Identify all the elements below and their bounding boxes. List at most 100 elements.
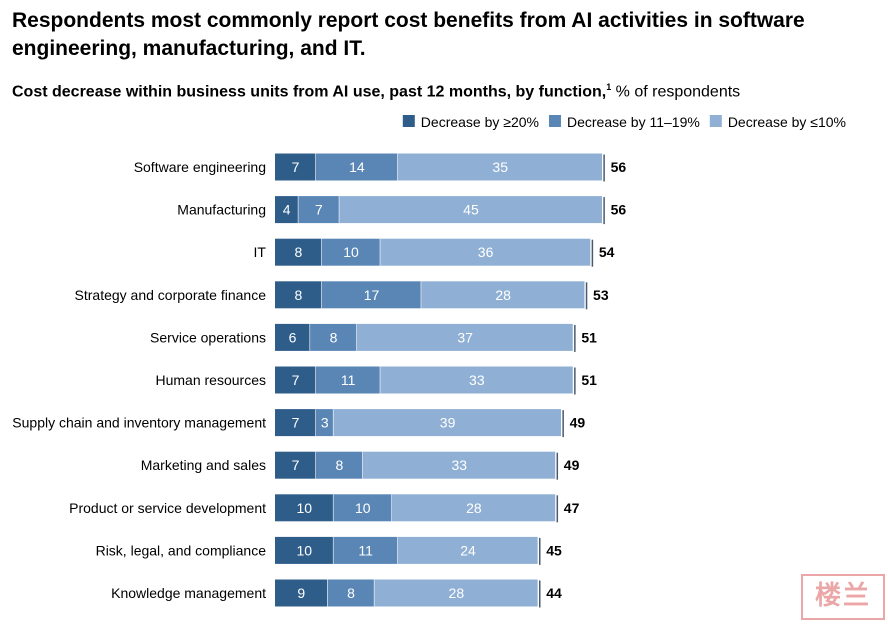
segment-value-label: 7 [292, 457, 300, 473]
segment-value-label: 10 [355, 500, 371, 516]
bar-segment [275, 153, 316, 181]
bar-segment [380, 238, 591, 266]
category-label: Software engineering [134, 159, 266, 175]
bar-segment [333, 536, 398, 564]
bar-segment [362, 451, 556, 479]
bar-segment [310, 323, 357, 351]
legend-swatch [402, 115, 415, 127]
total-value-label: 44 [546, 585, 562, 601]
segment-value-label: 24 [460, 542, 476, 558]
segment-value-label: 6 [289, 329, 297, 345]
bar-segment [275, 579, 328, 607]
bar-segment [421, 281, 586, 309]
legend-label: Decrease by 11–19% [567, 114, 700, 130]
segment-value-label: 28 [449, 585, 465, 601]
legend-swatch [709, 115, 722, 127]
segment-value-label: 8 [347, 585, 355, 601]
segment-value-label: 28 [466, 500, 482, 516]
bar-segment [397, 153, 603, 181]
bar-segment [327, 579, 375, 607]
segment-value-label: 7 [292, 159, 300, 175]
total-value-label: 54 [599, 244, 615, 260]
category-label: Marketing and sales [141, 457, 266, 473]
bar-segment [275, 323, 311, 351]
segment-value-label: 11 [341, 372, 356, 388]
category-label: Strategy and corporate finance [75, 287, 267, 303]
bar-segment [315, 451, 363, 479]
total-value-label: 45 [546, 542, 562, 558]
segment-value-label: 28 [495, 287, 511, 303]
segment-value-label: 8 [295, 244, 303, 260]
total-value-label: 53 [593, 287, 609, 303]
bar-segment [275, 409, 316, 437]
segment-value-label: 7 [292, 372, 300, 388]
total-value-label: 49 [564, 457, 580, 473]
segment-value-label: 8 [295, 287, 303, 303]
segment-value-label: 17 [364, 287, 380, 303]
segment-value-label: 3 [321, 415, 329, 431]
subtitle-text: Cost decrease within business units from… [12, 83, 607, 101]
category-label: Human resources [156, 372, 267, 388]
segment-value-label: 10 [296, 500, 312, 516]
segment-value-label: 37 [457, 329, 473, 345]
segment-value-label: 14 [349, 159, 365, 175]
legend-label: Decrease by ≤10% [728, 114, 846, 130]
segment-value-label: 33 [451, 457, 467, 473]
bar-segment [392, 494, 556, 522]
segment-value-label: 4 [283, 202, 291, 218]
bar-segment [374, 579, 539, 607]
bar-segment [315, 409, 334, 437]
bar-segment [275, 281, 322, 309]
bar-segment [380, 366, 574, 394]
chart-subtitle: Cost decrease within business units from… [12, 82, 740, 101]
bar-segment [321, 238, 381, 266]
category-label: Risk, legal, and compliance [96, 542, 267, 558]
segment-value-label: 10 [343, 244, 359, 260]
chart-title: Respondents most commonly report cost be… [12, 9, 805, 60]
bar-segment [333, 409, 562, 437]
bar-segment [339, 196, 603, 224]
segment-value-label: 33 [469, 372, 485, 388]
bar-segment [275, 451, 316, 479]
segment-value-label: 39 [440, 415, 456, 431]
segment-value-label: 8 [330, 329, 338, 345]
category-label: Product or service development [69, 500, 266, 516]
total-value-label: 49 [570, 415, 586, 431]
category-label: Manufacturing [177, 202, 266, 218]
total-value-label: 51 [581, 329, 597, 345]
bar-segment [315, 366, 381, 394]
segment-value-label: 36 [478, 244, 494, 260]
total-value-label: 56 [611, 202, 627, 218]
segment-value-label: 35 [492, 159, 508, 175]
footnote-marker: 1 [606, 82, 612, 92]
bar-segment [275, 494, 334, 522]
total-value-label: 56 [611, 159, 627, 175]
segment-value-label: 8 [335, 457, 343, 473]
bar-segment [356, 323, 574, 351]
bar-segment [275, 536, 334, 564]
category-label: Service operations [150, 329, 266, 345]
segment-value-label: 9 [297, 585, 305, 601]
segment-value-label: 10 [296, 542, 312, 558]
bar-segment [321, 281, 422, 309]
total-value-label: 51 [581, 372, 597, 388]
segment-value-label: 11 [358, 542, 373, 558]
bar-segment [397, 536, 539, 564]
category-label: IT [254, 244, 267, 260]
segment-value-label: 45 [463, 202, 479, 218]
bar-segment [298, 196, 340, 224]
segment-value-label: 7 [315, 202, 323, 218]
legend-label: Decrease by ≥20% [421, 114, 539, 130]
watermark-stamp: 楼兰 [801, 574, 885, 620]
subtitle-unit: % of respondents [611, 83, 741, 101]
segment-value-label: 7 [292, 415, 300, 431]
total-value-label: 47 [564, 500, 580, 516]
legend-swatch [548, 115, 561, 127]
bar-segment [315, 153, 398, 181]
category-label: Supply chain and inventory management [12, 415, 266, 431]
bar-segment [333, 494, 392, 522]
bar-segment [275, 366, 316, 394]
bar-segment [275, 238, 322, 266]
bar-segment [275, 196, 299, 224]
